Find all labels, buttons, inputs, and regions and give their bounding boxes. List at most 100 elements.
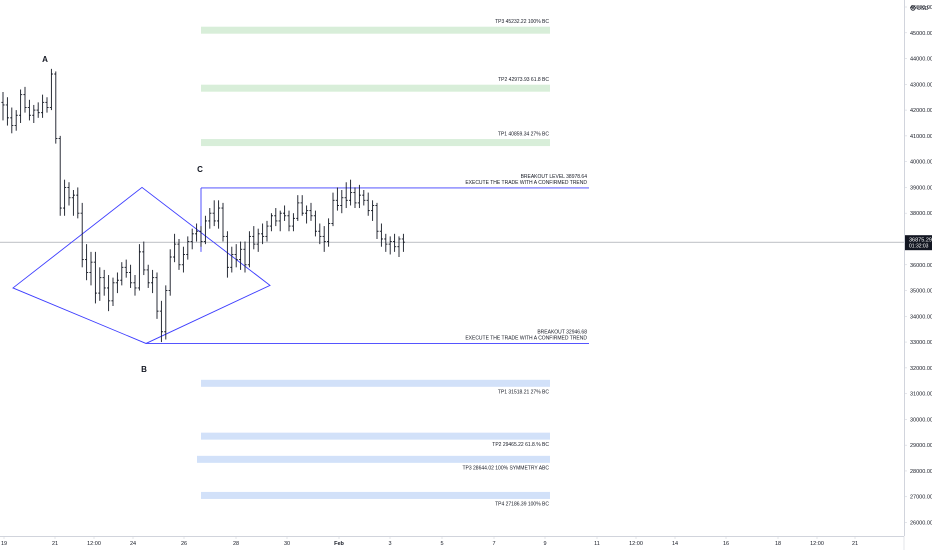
ohlc-bar <box>173 233 177 263</box>
ohlc-bar <box>76 187 80 219</box>
y-tick-label: 33000.00 <box>910 340 932 346</box>
x-tick-label: 12:00 <box>87 541 101 547</box>
ohlc-bar <box>318 223 322 245</box>
ohlc-bar <box>274 208 278 227</box>
ohlc-bar <box>199 226 203 247</box>
target-zone-label: TP4 27186.39 100% BC <box>495 501 549 507</box>
ohlc-bar <box>98 267 102 301</box>
pattern-point-a: A <box>42 55 48 64</box>
ohlc-bar <box>23 86 27 113</box>
target-zone-label: TP2 29465.22 61.8.% BC <box>492 442 549 448</box>
ohlc-bar <box>393 233 397 252</box>
ohlc-bar <box>300 195 304 216</box>
ohlc-bar <box>181 246 185 273</box>
ohlc-bar <box>142 241 146 276</box>
ohlc-bar <box>401 233 405 252</box>
settings-icon[interactable] <box>910 5 916 11</box>
ohlc-bar <box>93 251 97 304</box>
ohlc-bar <box>19 89 23 123</box>
ohlc-bar <box>80 202 84 268</box>
target-zone-band[interactable] <box>197 455 550 463</box>
pattern-point-b: B <box>141 365 147 374</box>
y-tick-label: 44000.00 <box>910 57 932 63</box>
ohlc-bar <box>269 213 273 232</box>
target-zone-band[interactable] <box>201 139 550 147</box>
x-tick-label: 3 <box>388 541 391 547</box>
y-tick-label: 46000.00 <box>910 5 932 11</box>
y-tick-label: 29000.00 <box>910 443 932 449</box>
x-tick-label: 9 <box>543 541 546 547</box>
x-tick-label: 21 <box>52 541 58 547</box>
ohlc-bar <box>102 269 106 296</box>
ohlc-bar <box>111 277 115 306</box>
pattern-point-labels: A B C <box>42 55 203 374</box>
ohlc-bar <box>67 182 71 206</box>
ohlc-bar <box>133 275 137 296</box>
ohlc-bar <box>357 184 361 209</box>
ohlc-bar <box>291 213 295 232</box>
y-tick-label: 34000.00 <box>910 314 932 320</box>
ohlc-bar <box>10 107 14 134</box>
ohlc-bar <box>261 223 265 245</box>
ohlc-bar <box>331 192 335 227</box>
ohlc-bar <box>247 231 251 268</box>
y-tick-label: 30000.00 <box>910 417 932 423</box>
y-tick-label: 28000.00 <box>910 469 932 475</box>
x-tick-label: 5 <box>440 541 443 547</box>
ohlc-bar <box>137 244 141 291</box>
ohlc-bar <box>239 241 243 270</box>
ohlc-bar <box>49 68 53 111</box>
target-zone-band[interactable] <box>201 26 550 34</box>
y-tick-label: 39000.00 <box>910 185 932 191</box>
ohlc-bar <box>5 97 9 126</box>
ohlc-bar <box>186 236 190 260</box>
price-axis[interactable]: 26000.00 27000.00 28000.00 29000.00 30000.00… <box>904 5 932 527</box>
ohlc-bar <box>366 192 370 216</box>
ohlc-bar <box>256 228 260 252</box>
ohlc-bar <box>32 104 36 123</box>
ohlc-bar <box>322 226 326 252</box>
diamond-pattern-drawing[interactable] <box>12 186 271 344</box>
x-tick-label: 18 <box>775 541 781 547</box>
target-zone-band[interactable] <box>201 432 550 440</box>
ohlc-bars <box>1 68 405 343</box>
breakout-label: BREAKOUT LEVEL 38978.64 <box>521 174 588 180</box>
ohlc-bar <box>349 179 353 206</box>
target-zone-band[interactable] <box>201 379 550 387</box>
y-tick-label: 27000.00 <box>910 495 932 501</box>
ohlc-bar <box>107 275 111 312</box>
target-zone-band[interactable] <box>201 491 550 499</box>
ohlc-bar <box>217 200 221 229</box>
ohlc-bar <box>344 182 348 209</box>
ohlc-bar <box>129 264 133 288</box>
ohlc-bar <box>208 208 212 229</box>
ohlc-bar <box>375 202 379 239</box>
ohlc-bar <box>371 200 375 221</box>
ohlc-bar <box>190 228 194 250</box>
breakout-label: BREAKOUT 32946.68 <box>537 329 587 335</box>
ohlc-bar <box>27 99 31 121</box>
ohlc-bar <box>58 135 62 216</box>
ohlc-bar <box>221 202 225 242</box>
ohlc-bar <box>1 92 5 121</box>
currency-selector[interactable]: USD <box>910 5 929 12</box>
ohlc-bar <box>353 187 357 209</box>
ohlc-bar <box>115 272 119 294</box>
y-tick-label: 36000.00 <box>910 263 932 269</box>
time-axis[interactable]: 19 21 12:00 24 26 28 30 Feb 3 5 7 9 11 12:00 14 16 18 12:… <box>1 536 905 550</box>
y-tick-label: 43000.00 <box>910 82 932 88</box>
y-tick-label: 38000.00 <box>910 211 932 217</box>
target-zone-label: TP1 40859.34 27% BC <box>498 132 550 138</box>
x-tick-label: 12:00 <box>629 541 643 547</box>
y-tick-label: 35000.00 <box>910 289 932 295</box>
ohlc-bar <box>54 71 58 144</box>
ohlc-bar <box>36 102 40 118</box>
x-tick-label: 30 <box>284 541 290 547</box>
target-zone-band[interactable] <box>201 84 550 92</box>
y-tick-label: 45000.00 <box>910 31 932 37</box>
x-tick-label: 26 <box>181 541 187 547</box>
target-zone-label: TP1 31518.21 27% BC <box>498 389 550 395</box>
ohlc-bar <box>151 269 155 294</box>
